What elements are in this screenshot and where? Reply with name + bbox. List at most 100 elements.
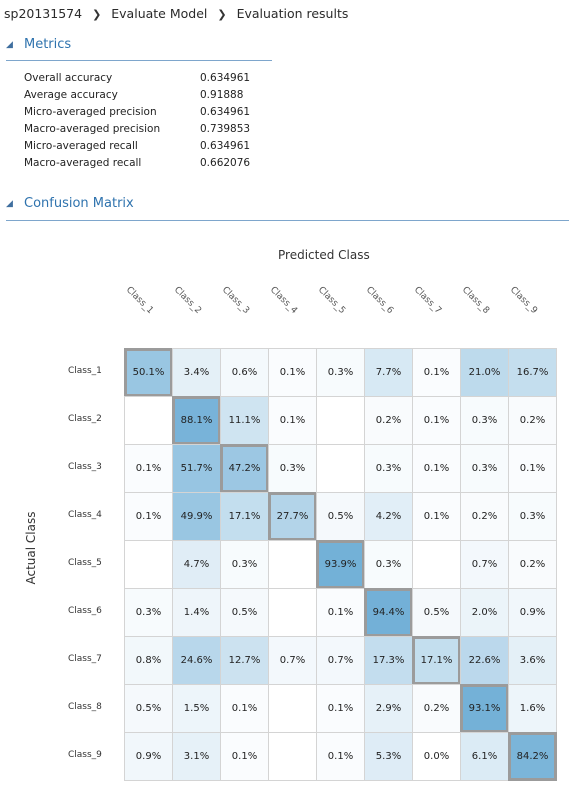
matrix-cell: 0.3% (460, 444, 509, 493)
matrix-cell: 0.2% (508, 396, 557, 445)
matrix-cell: 0.5% (316, 492, 365, 541)
row-label: Class_3 (68, 462, 102, 472)
matrix-cell: 0.1% (412, 396, 461, 445)
matrix-cell: 0.7% (316, 636, 365, 685)
matrix-cell: 0.5% (412, 588, 461, 637)
metrics-table: Overall accuracy 0.634961 Average accura… (24, 69, 280, 171)
row-label: Class_8 (68, 702, 102, 712)
breadcrumb-item-experiment[interactable]: sp20131574 (4, 6, 83, 21)
metric-label: Macro-averaged precision (24, 122, 161, 135)
matrix-cell: 0.7% (460, 540, 509, 589)
matrix-cell (316, 444, 365, 493)
matrix-cell: 0.3% (364, 444, 413, 493)
matrix-cell: 0.1% (124, 444, 173, 493)
matrix-cell: 0.2% (364, 396, 413, 445)
matrix-cell: 1.5% (172, 684, 221, 733)
matrix-cell: 0.2% (460, 492, 509, 541)
predicted-class-axis-label: Predicted Class (278, 248, 370, 262)
metric-value: 0.634961 (200, 105, 251, 118)
matrix-cell: 0.1% (508, 444, 557, 493)
metrics-section-title: Metrics (24, 37, 72, 52)
matrix-cell: 17.3% (364, 636, 413, 685)
confusion-matrix-section-title: Confusion Matrix (24, 196, 134, 211)
matrix-cell: 4.7% (172, 540, 221, 589)
matrix-cell: 0.1% (412, 444, 461, 493)
matrix-cell: 0.1% (412, 492, 461, 541)
row-label: Class_6 (68, 606, 102, 616)
matrix-cell: 0.2% (508, 540, 557, 589)
matrix-cell: 0.5% (220, 588, 269, 637)
matrix-cell: 0.1% (316, 684, 365, 733)
row-label: Class_1 (68, 366, 102, 376)
row-label: Class_4 (68, 510, 102, 520)
column-label: Class_4 (267, 285, 299, 317)
matrix-cell: 17.1% (220, 492, 269, 541)
matrix-cell: 0.1% (316, 732, 365, 781)
breadcrumb-item-module[interactable]: Evaluate Model (111, 6, 208, 21)
matrix-cell: 24.6% (172, 636, 221, 685)
matrix-cell: 0.1% (220, 684, 269, 733)
matrix-cell: 49.9% (172, 492, 221, 541)
metric-value: 0.739853 (200, 122, 251, 135)
metric-row: Macro-averaged recall 0.662076 (24, 154, 280, 171)
matrix-cell: 6.1% (460, 732, 509, 781)
triangle-down-icon: ◢ (6, 198, 13, 209)
matrix-cell (268, 684, 317, 733)
column-label: Class_6 (363, 285, 395, 317)
matrix-cell: 0.3% (508, 492, 557, 541)
metric-value: 0.634961 (200, 71, 251, 84)
breadcrumb-item-current: Evaluation results (236, 6, 349, 21)
column-label: Class_9 (507, 285, 539, 317)
confusion-matrix-section-toggle[interactable]: ◢ Confusion Matrix (6, 196, 134, 211)
matrix-cell (268, 540, 317, 589)
matrix-cell-diagonal: 84.2% (508, 732, 557, 781)
matrix-cell: 4.2% (364, 492, 413, 541)
metric-label: Micro-averaged recall (24, 139, 138, 152)
matrix-cell: 22.6% (460, 636, 509, 685)
matrix-cell: 21.0% (460, 348, 509, 397)
matrix-cell: 3.4% (172, 348, 221, 397)
matrix-cell: 0.2% (412, 684, 461, 733)
metric-label: Macro-averaged recall (24, 156, 142, 169)
matrix-cell: 0.1% (268, 396, 317, 445)
matrix-cell: 0.3% (124, 588, 173, 637)
matrix-cell: 51.7% (172, 444, 221, 493)
matrix-cell: 0.9% (124, 732, 173, 781)
column-label: Class_7 (411, 285, 443, 317)
metric-row: Macro-averaged precision 0.739853 (24, 120, 280, 137)
matrix-cell: 7.7% (364, 348, 413, 397)
metric-value: 0.634961 (200, 139, 251, 152)
chevron-right-icon: ❯ (92, 8, 102, 21)
matrix-cell: 0.6% (220, 348, 269, 397)
matrix-cell: 0.3% (316, 348, 365, 397)
matrix-cell-diagonal: 93.1% (460, 684, 509, 733)
column-label: Class_8 (459, 285, 491, 317)
metrics-section-toggle[interactable]: ◢ Metrics (6, 37, 71, 52)
row-label: Class_5 (68, 558, 102, 568)
actual-class-axis-label: Actual Class (24, 511, 38, 585)
matrix-cell-diagonal: 50.1% (124, 348, 173, 397)
metric-value: 0.662076 (200, 156, 251, 169)
matrix-cell: 0.1% (412, 348, 461, 397)
column-label: Class_5 (315, 285, 347, 317)
matrix-cell-diagonal: 93.9% (316, 540, 365, 589)
metric-row: Average accuracy 0.91888 (24, 86, 280, 103)
matrix-cell: 2.0% (460, 588, 509, 637)
matrix-cell: 1.6% (508, 684, 557, 733)
matrix-cell: 0.1% (220, 732, 269, 781)
section-divider (6, 60, 272, 61)
matrix-cell (268, 588, 317, 637)
matrix-cell (124, 396, 173, 445)
matrix-cell: 0.5% (124, 684, 173, 733)
matrix-cell: 0.8% (124, 636, 173, 685)
triangle-down-icon: ◢ (6, 39, 13, 50)
column-label: Class_2 (171, 285, 203, 317)
breadcrumb: sp20131574 ❯ Evaluate Model ❯ Evaluation… (4, 6, 348, 21)
column-label: Class_3 (219, 285, 251, 317)
chevron-right-icon: ❯ (217, 8, 227, 21)
matrix-cell-diagonal: 47.2% (220, 444, 269, 493)
matrix-cell-diagonal: 17.1% (412, 636, 461, 685)
matrix-cell (268, 732, 317, 781)
matrix-cell: 0.3% (268, 444, 317, 493)
metric-value: 0.91888 (200, 88, 244, 101)
